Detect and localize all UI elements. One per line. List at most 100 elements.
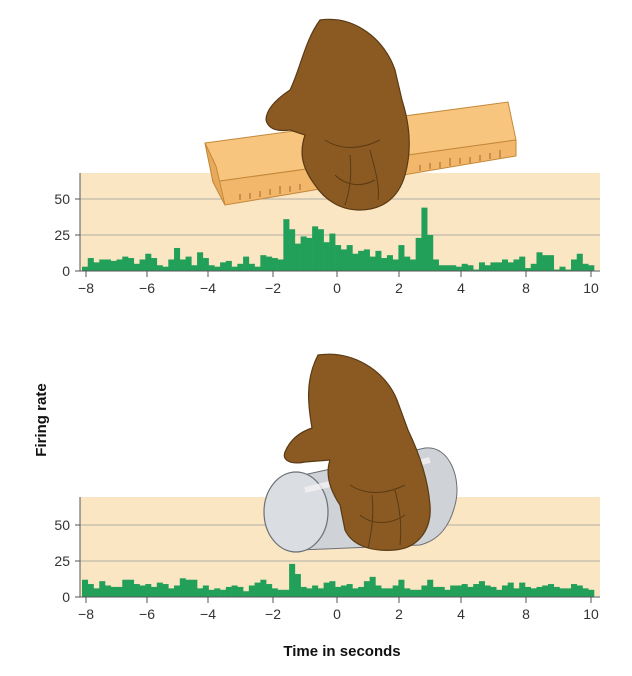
bottom-bar <box>450 585 457 597</box>
bottom-bar <box>191 579 198 597</box>
top-bar <box>294 243 301 271</box>
top-bar <box>214 266 221 271</box>
top-bar <box>415 237 422 271</box>
bottom-bar <box>110 586 117 597</box>
monkey-hand-top-icon <box>265 18 410 211</box>
top-bar <box>553 269 560 271</box>
top-bar <box>473 269 480 271</box>
bottom-bar <box>139 585 146 597</box>
bottom-bar <box>570 584 578 597</box>
bottom-bar <box>231 585 238 597</box>
top-bar <box>306 237 313 271</box>
bottom-bar <box>116 586 123 597</box>
top-bar <box>110 260 117 271</box>
bottom-bar <box>329 581 336 597</box>
bottom-bar <box>243 591 250 597</box>
top-bar <box>340 249 347 271</box>
bottom-bar <box>248 585 255 597</box>
top-bar <box>381 258 388 271</box>
top-bar <box>530 263 537 271</box>
top-bar <box>271 258 278 271</box>
bottom-bar <box>300 586 307 597</box>
top-bar <box>145 253 152 271</box>
bottom-bar <box>214 588 221 597</box>
top-ticks: 50 25 0 −8 −6 −4 −2 0 2 4 8 10 <box>54 191 599 296</box>
top-bar <box>547 255 555 271</box>
bottom-bar <box>156 582 163 597</box>
top-bar <box>133 263 140 271</box>
top-bar <box>363 249 370 271</box>
bottom-ytick-label: 50 <box>54 517 70 533</box>
bottom-bar <box>105 585 112 597</box>
top-bar <box>179 259 186 271</box>
bottom-bar <box>335 586 342 597</box>
bottom-bar <box>317 588 324 597</box>
bottom-bar <box>513 588 520 597</box>
bottom-bar <box>162 584 169 597</box>
top-bar <box>254 266 261 271</box>
top-bar <box>289 229 296 271</box>
bottom-bar <box>168 588 175 597</box>
top-bar <box>444 265 451 271</box>
bottom-bar <box>283 589 290 597</box>
top-bar <box>386 255 393 271</box>
top-xtick-label: −6 <box>139 280 155 296</box>
bottom-bar <box>133 584 140 597</box>
bottom-bar <box>340 585 347 597</box>
top-bar <box>225 260 232 271</box>
bottom-bar <box>553 586 560 597</box>
top-bar <box>501 259 509 271</box>
bottom-bar <box>237 586 244 597</box>
bottom-bar <box>501 585 509 597</box>
bottom-bar <box>484 585 491 597</box>
top-bar <box>323 242 330 271</box>
top-bar <box>524 268 532 271</box>
top-bar <box>116 259 123 271</box>
top-bar <box>455 266 462 271</box>
top-xtick-label: 0 <box>333 280 341 296</box>
bottom-xtick-label: 2 <box>395 606 403 622</box>
top-bar <box>174 247 181 271</box>
top-bar <box>358 250 365 271</box>
bottom-bar <box>547 584 555 597</box>
top-bar <box>496 262 503 271</box>
bottom-ticks: 50 25 0 −8 −6 −4 −2 0 2 4 8 10 <box>54 517 599 622</box>
bottom-xtick-label: −4 <box>200 606 216 622</box>
bottom-bar <box>289 563 296 597</box>
top-bar <box>93 262 100 271</box>
top-bar <box>559 266 566 271</box>
top-axes <box>79 173 600 272</box>
top-xtick-label: 10 <box>583 280 599 296</box>
bottom-bar <box>473 584 480 597</box>
top-bar <box>243 256 250 271</box>
bottom-bar <box>151 586 158 597</box>
top-bar <box>375 250 382 271</box>
top-bar <box>467 265 474 271</box>
top-bar <box>450 265 457 271</box>
top-xtick-label: 2 <box>395 280 403 296</box>
bottom-xtick-label: −8 <box>78 606 94 622</box>
top-bar <box>409 259 416 271</box>
bottom-bar <box>254 582 261 597</box>
bottom-bar <box>346 584 353 597</box>
top-bar <box>139 259 146 271</box>
bottom-bar <box>363 581 370 597</box>
top-xtick-label: −8 <box>78 280 94 296</box>
bottom-bar <box>294 573 301 597</box>
bottom-bar <box>179 578 186 597</box>
bottom-bar <box>352 588 359 597</box>
top-bar <box>266 256 273 271</box>
bottom-bar <box>87 584 94 597</box>
bottom-bar <box>375 585 382 597</box>
bottom-bar <box>415 589 422 597</box>
bottom-bar <box>381 588 388 597</box>
bottom-xtick-label: 8 <box>522 606 530 622</box>
bottom-bar <box>93 588 100 597</box>
top-bar <box>570 259 578 271</box>
top-xtick-label: 8 <box>522 280 530 296</box>
bottom-bar <box>312 585 319 597</box>
bottom-bar <box>323 582 330 597</box>
bottom-xtick-label: 10 <box>583 606 599 622</box>
bottom-bar <box>82 579 89 597</box>
